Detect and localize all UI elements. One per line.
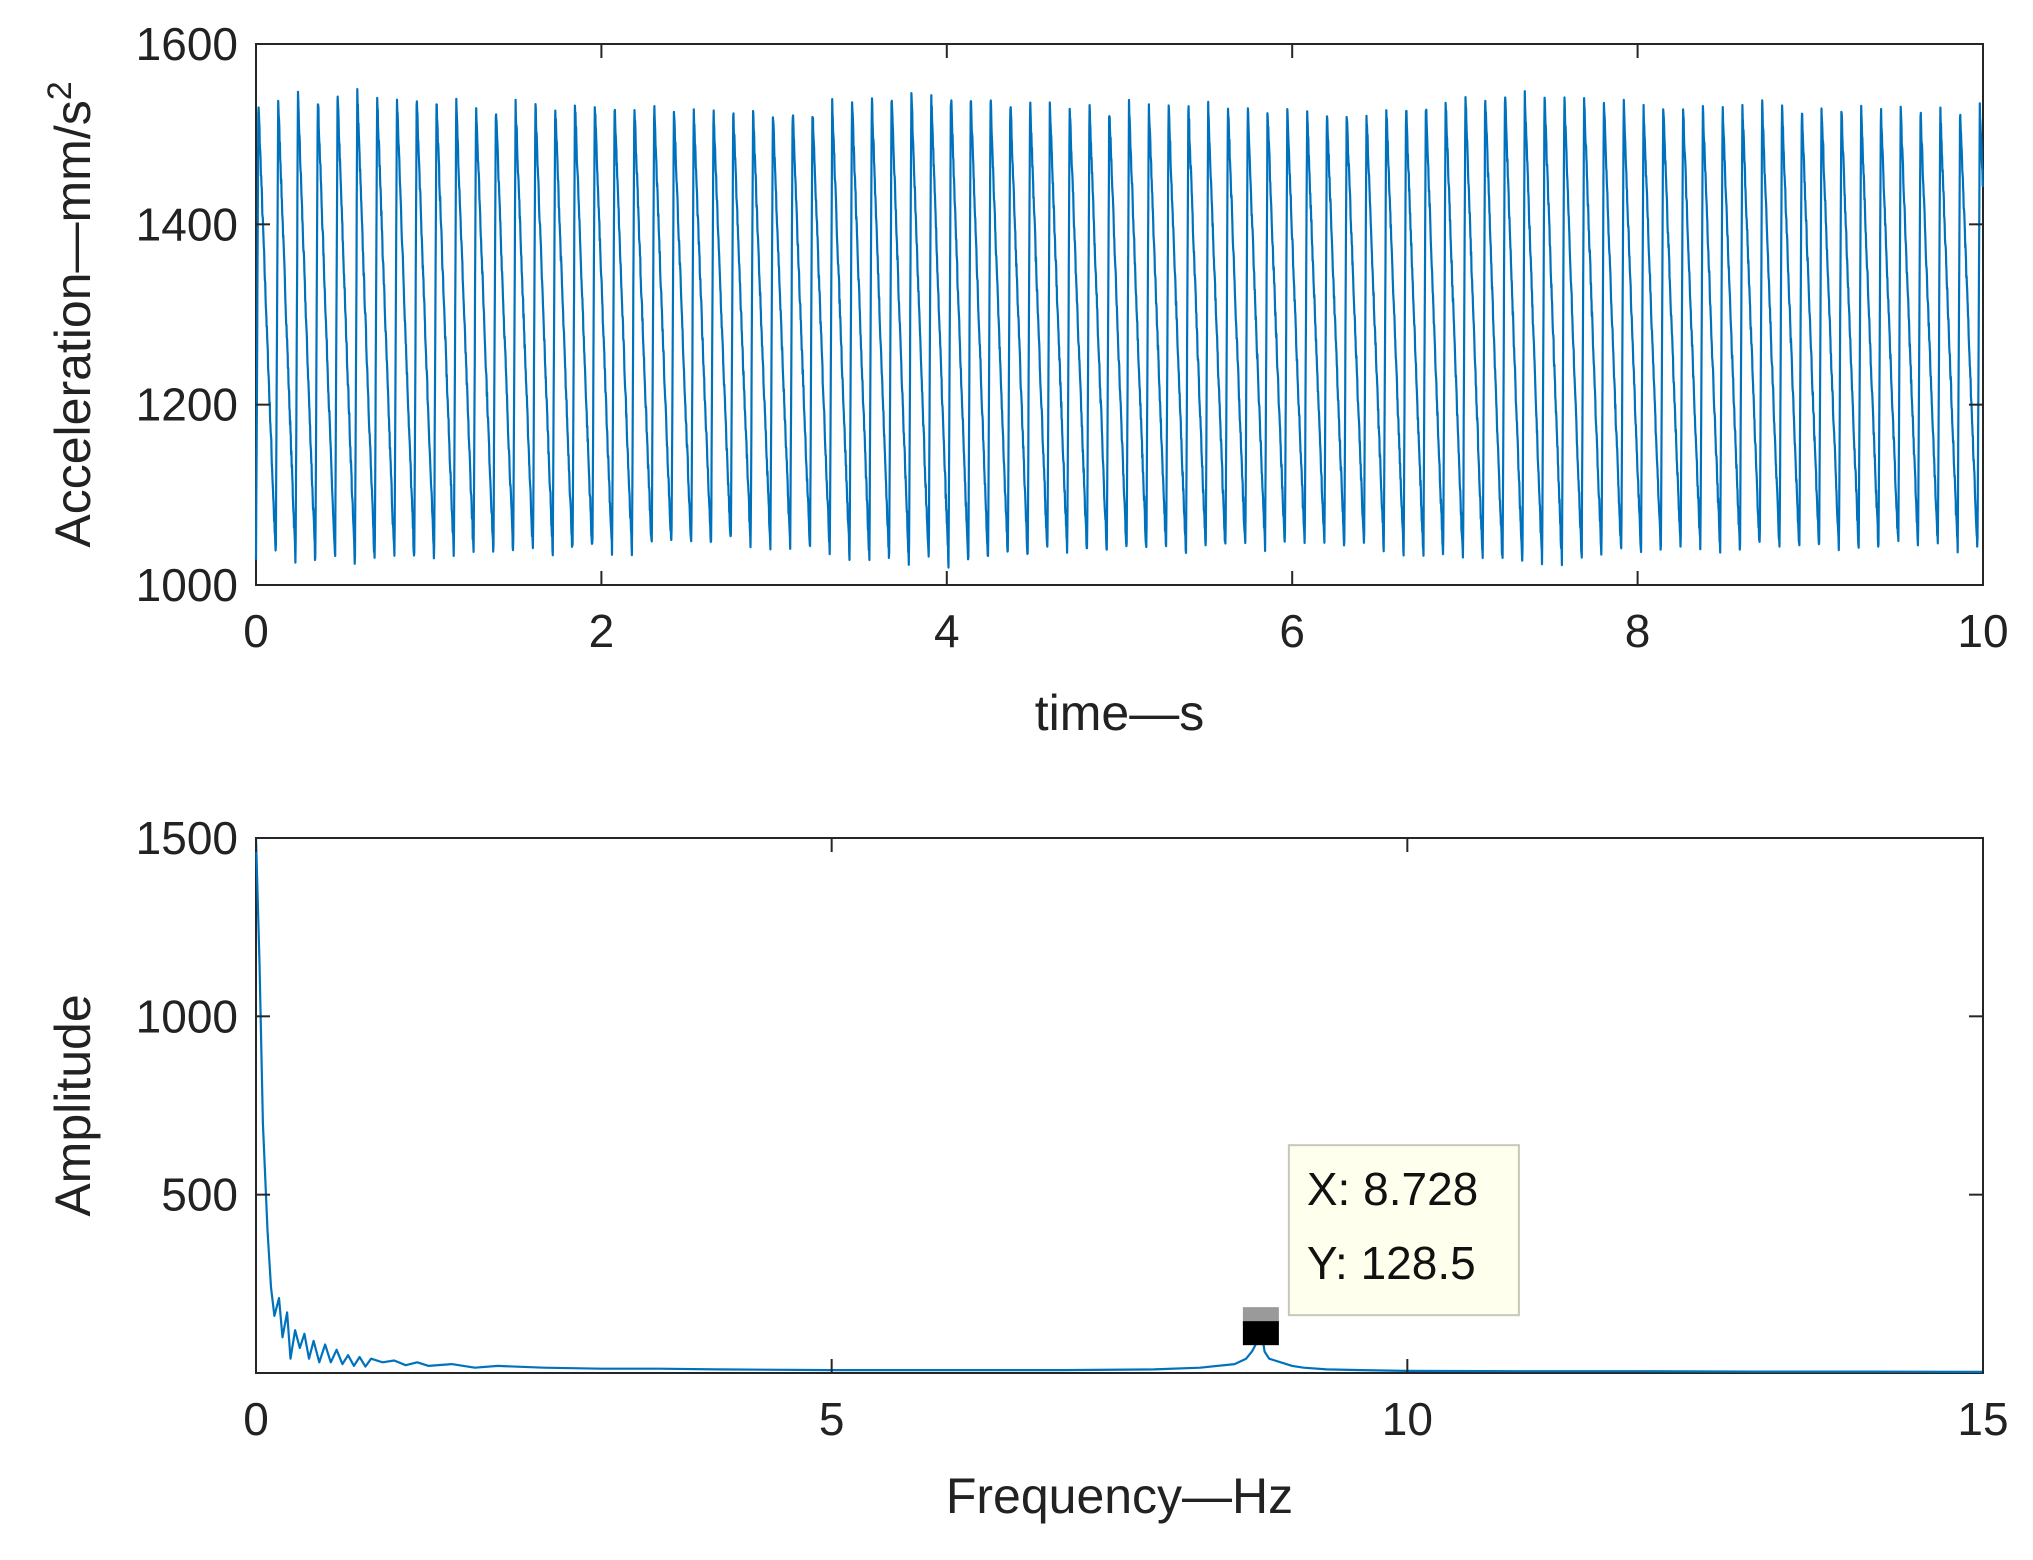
time-x-tick-label: 6 (1279, 605, 1305, 657)
spectrum-plot-ticks: 0 5 10 15 500 1000 1500 (136, 812, 2009, 1445)
time-y-tick-label: 1600 (136, 18, 238, 70)
time-x-tick-label: 2 (589, 605, 615, 657)
amplitude-series-line (254, 837, 1984, 1373)
frequency-spectrum-plot: 0 5 10 15 500 1000 1500 Frequency—Hz Amplitude… (45, 812, 2009, 1524)
time-plot-x-axis-label: time—s (1035, 685, 1204, 741)
time-x-tick-label: 10 (1957, 605, 2008, 657)
datatip-marker[interactable] (1242, 1321, 1279, 1346)
datatip-x-value: X: 8.728 (1307, 1163, 1478, 1215)
time-x-tick-label: 0 (243, 605, 269, 657)
time-x-tick-label: 8 (1625, 605, 1651, 657)
datatip[interactable]: X: 8.728 Y: 128.5 (1242, 1144, 1520, 1346)
time-y-tick-label: 1200 (136, 379, 238, 431)
spectrum-plot-x-axis-label: Frequency—Hz (946, 1468, 1293, 1524)
freq-y-tick-label: 500 (161, 1169, 238, 1221)
time-domain-plot: 0 2 4 6 8 10 1000 1200 1400 1600 time—s Accelerat… (41, 18, 2009, 741)
spectrum-plot-y-axis-label: Amplitude (45, 994, 101, 1216)
time-plot-y-axis-label-text: Acceleration—mm/s (45, 100, 101, 547)
freq-x-tick-label: 0 (243, 1393, 269, 1445)
time-x-tick-label: 4 (934, 605, 960, 657)
freq-x-tick-label: 5 (819, 1393, 845, 1445)
spectrum-plot-axes-box (255, 837, 1984, 1374)
freq-x-tick-label: 10 (1382, 1393, 1433, 1445)
time-plot-ticks: 0 2 4 6 8 10 1000 1200 1400 1600 (136, 18, 2009, 657)
datatip-box (1287, 1144, 1520, 1317)
datatip-marker-shadow (1242, 1307, 1279, 1326)
datatip-y-value: Y: 128.5 (1307, 1237, 1476, 1289)
freq-x-tick-label: 15 (1957, 1393, 2008, 1445)
time-plot-y-axis-label: Acceleration—mm/s2 (41, 81, 101, 547)
freq-y-tick-label: 1500 (136, 812, 238, 864)
time-y-tick-label: 1400 (136, 198, 238, 250)
time-y-tick-label: 1000 (136, 559, 238, 611)
freq-y-tick-label: 1000 (136, 990, 238, 1042)
time-plot-y-axis-label-superscript: 2 (41, 81, 79, 100)
acceleration-series-line (254, 88, 1985, 569)
